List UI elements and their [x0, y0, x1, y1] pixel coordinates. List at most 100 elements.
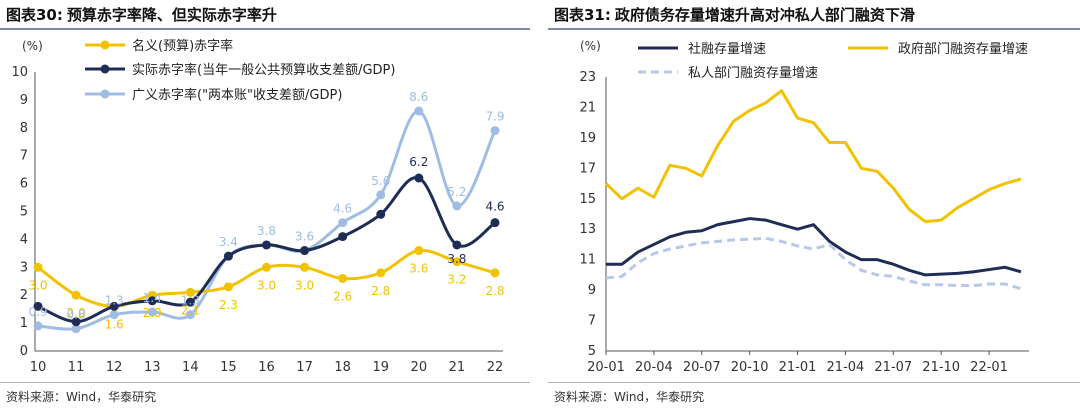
left-series-0-label-10: 3.0 [28, 278, 47, 292]
left-series-0-label-17: 3.0 [295, 278, 314, 292]
right-x-tick-20-04: 20-04 [635, 360, 673, 375]
left-legend-marker-0 [100, 40, 110, 50]
left-series-2-point-18 [338, 218, 348, 228]
right-x-tick-20-10: 20-10 [731, 360, 769, 375]
left-series-1-point-10 [33, 301, 43, 311]
left-series-1-point-15 [223, 251, 233, 261]
left-series-1-point-13 [147, 296, 157, 306]
right-x-tick-21-10: 21-10 [922, 360, 960, 375]
right-x-tick-21-01: 21-01 [779, 360, 817, 375]
left-series-2-label-18: 4.6 [333, 202, 352, 216]
left-series-2-label-16: 3.8 [257, 224, 276, 238]
left-x-tick-20: 20 [411, 360, 428, 375]
left-legend-label-1: 实际赤字率(当年一般公共预算收支差额/GDP) [132, 62, 395, 78]
left-y-tick-1: 1 [20, 316, 28, 331]
left-x-tick-19: 19 [372, 360, 389, 375]
left-chart-title: 图表30: 预算赤字率降、但实际赤字率升 [6, 4, 277, 25]
right-chart-title: 图表31: 政府债务存量增速升高对冲私人部门融资下滑 [554, 4, 915, 25]
right-series-line-0 [606, 217, 1022, 277]
left-x-tick-12: 12 [106, 360, 123, 375]
left-source-rule [0, 382, 530, 383]
left-series-2-point-21 [452, 201, 462, 211]
right-y-tick-13: 13 [579, 222, 596, 237]
left-series-2-label-20: 8.6 [409, 90, 428, 104]
left-series-2-label-10: 0.9 [28, 305, 47, 319]
right-title-rule [548, 28, 1080, 30]
left-y-tick-4: 4 [20, 232, 28, 247]
left-x-tick-16: 16 [258, 360, 275, 375]
left-series-2-label-14: 1.3 [181, 294, 200, 308]
left-series-0-label-14: 2.1 [181, 303, 200, 317]
right-y-tick-5: 5 [588, 344, 596, 359]
right-legend-label-1: 政府部门融资存量增速 [898, 42, 1028, 57]
left-series-0-label-18: 2.6 [333, 289, 352, 303]
left-series-2-point-10 [33, 321, 43, 331]
left-series-2-label-15: 3.4 [219, 235, 238, 249]
left-series-0-point-21 [452, 257, 462, 267]
left-legend-marker-2 [100, 89, 110, 99]
left-x-tick-22: 22 [487, 360, 504, 375]
left-series-0-point-22 [490, 268, 500, 278]
left-series-0-label-20: 3.6 [409, 262, 428, 276]
left-series-2-point-14 [185, 310, 195, 320]
right-legend-label-2: 私人部门融资存量增速 [688, 66, 818, 81]
left-series-2-point-22 [490, 126, 500, 136]
left-series-2-point-20 [414, 106, 424, 116]
left-series-0-label-21: 3.2 [447, 273, 466, 287]
left-series-1-point-12 [109, 301, 119, 311]
left-y-tick-3: 3 [20, 260, 28, 275]
left-series-0-point-15 [223, 282, 233, 292]
left-series-0-label-19: 2.8 [371, 284, 390, 298]
left-x-tick-11: 11 [68, 360, 85, 375]
left-series-1-point-16 [262, 240, 271, 250]
right-x-tick-20-07: 20-07 [683, 360, 721, 375]
left-series-2-point-19 [376, 190, 386, 200]
left-series-0-label-13: 2.0 [143, 306, 162, 320]
left-series-1-point-21 [452, 240, 462, 250]
right-y-tick-23: 23 [579, 70, 596, 85]
left-series-0-point-18 [338, 273, 348, 283]
left-series-0-label-12: 1.6 [105, 317, 124, 331]
left-chart-panel: 图表30: 预算赤字率降、但实际赤字率升 (%) 0 1 2 3 4 5 6 7 8 9 10 10 11 1… [0, 0, 530, 413]
right-x-tick-22-01: 22-01 [970, 360, 1008, 375]
right-source-rule [548, 382, 1080, 383]
left-series-0-point-14 [185, 287, 195, 297]
left-series-1-label-20: 6.2 [409, 155, 428, 169]
left-series-0-point-19 [376, 268, 386, 278]
right-y-tick-17: 17 [579, 161, 596, 176]
right-x-tick-21-04: 21-04 [827, 360, 865, 375]
left-series-1-point-20 [414, 173, 424, 183]
left-series-1-point-11 [71, 317, 81, 327]
left-y-tick-10: 10 [11, 65, 28, 80]
left-legend-label-2: 广义赤字率("两本账"收支差额/GDP) [132, 87, 342, 103]
right-chart-svg: (%) 5 7 9 11 13 15 17 19 21 23 20-01 20-04 20-07 20-10… [579, 39, 1029, 375]
right-y-unit: (%) [580, 39, 601, 53]
left-series-2-label-11: 0.8 [67, 308, 86, 322]
left-x-tick-14: 14 [182, 360, 199, 375]
left-series-0-point-17 [300, 262, 310, 272]
right-chart-panel: 图表31: 政府债务存量增速升高对冲私人部门融资下滑 (%) 5 7 9 11 13 15 17… [548, 0, 1080, 413]
left-series-1-label-21: 3.8 [447, 252, 466, 266]
left-chart-source: 资料来源：Wind，华泰研究 [6, 390, 157, 404]
left-series-0-label-22: 2.8 [485, 284, 504, 298]
left-series-2-label-17: 3.6 [295, 230, 314, 244]
left-series-0-point-20 [414, 246, 424, 256]
left-title-rule [0, 28, 530, 30]
right-y-tick-11: 11 [579, 253, 596, 268]
left-x-tick-10: 10 [30, 360, 47, 375]
left-y-tick-9: 9 [20, 93, 28, 108]
left-series-0-point-11 [71, 290, 81, 300]
left-series-0-label-16: 3.0 [257, 278, 276, 292]
left-series-0-point-10 [33, 262, 43, 272]
left-series-2-label-19: 5.6 [371, 174, 390, 188]
left-x-tick-21: 21 [449, 360, 466, 375]
left-series-2-label-12: 1.3 [105, 294, 124, 308]
right-y-tick-9: 9 [588, 283, 596, 298]
left-x-tick-15: 15 [220, 360, 237, 375]
left-y-tick-5: 5 [20, 205, 28, 220]
left-series-2-point-11 [71, 324, 81, 334]
left-legend-label-0: 名义(预算)赤字率 [132, 38, 233, 54]
right-x-tick-21-07: 21-07 [874, 360, 912, 375]
left-x-tick-18: 18 [334, 360, 351, 375]
left-x-tick-17: 17 [296, 360, 313, 375]
